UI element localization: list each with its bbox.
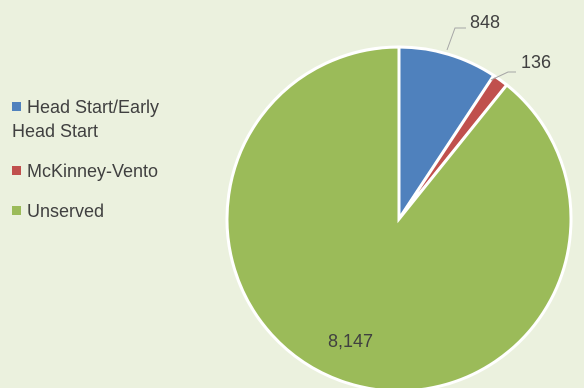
legend-item-head-start: Head Start/Early Head Start	[12, 95, 162, 143]
pie-slice-unserved	[225, 45, 573, 388]
legend-label-mckinney-vento: McKinney-Vento	[27, 161, 159, 181]
data-label-unserved: 8,147	[328, 331, 373, 351]
legend-item-unserved: Unserved	[12, 199, 162, 223]
legend-swatch-unserved	[12, 206, 21, 215]
data-label-head-start: 848	[470, 12, 500, 32]
legend: Head Start/Early Head Start McKinney-Ven…	[12, 95, 162, 239]
legend-swatch-head-start	[12, 102, 21, 111]
leader-line-head-start	[446, 27, 466, 51]
legend-label-head-start: Head Start/Early Head Start	[12, 97, 160, 141]
leader-line-mckinney-vento	[490, 71, 516, 81]
pie-slice-head-start	[397, 45, 496, 224]
data-label-mckinney-vento: 136	[521, 52, 551, 72]
legend-label-unserved: Unserved	[27, 201, 105, 221]
legend-item-mckinney-vento: McKinney-Vento	[12, 159, 162, 183]
legend-swatch-mckinney-vento	[12, 166, 21, 175]
